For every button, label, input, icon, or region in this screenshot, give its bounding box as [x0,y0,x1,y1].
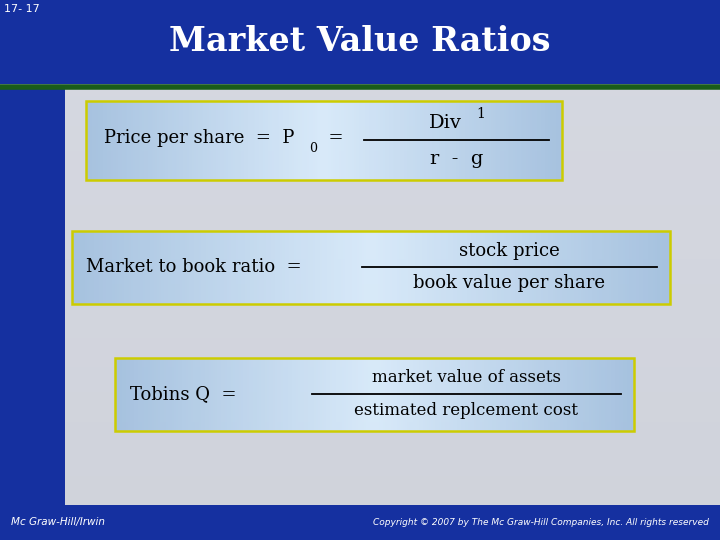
Text: Price per share  =  P: Price per share = P [104,129,294,147]
Bar [0,87,65,505]
Text: 0: 0 [310,142,318,155]
Bar [0,0,720,84]
Text: Tobins Q  =: Tobins Q = [130,385,236,403]
Text: Market Value Ratios: Market Value Ratios [169,25,551,58]
Text: market value of assets: market value of assets [372,369,561,387]
Text: Copyright © 2007 by The Mc Graw-Hill Companies, Inc. All rights reserved: Copyright © 2007 by The Mc Graw-Hill Com… [374,518,709,527]
Text: Market to book ratio  =: Market to book ratio = [86,258,302,276]
Text: 1: 1 [477,107,485,122]
Text: book value per share: book value per share [413,274,606,293]
Text: estimated replcement cost: estimated replcement cost [354,402,578,419]
Text: 17- 17: 17- 17 [4,4,40,15]
Text: =: = [317,129,343,147]
Text: Mc Graw-Hill/Irwin: Mc Graw-Hill/Irwin [11,517,105,528]
Text: stock price: stock price [459,242,559,260]
Text: r  -  g: r - g [430,150,483,168]
Bar [0,505,720,540]
Text: Div: Div [429,113,462,132]
